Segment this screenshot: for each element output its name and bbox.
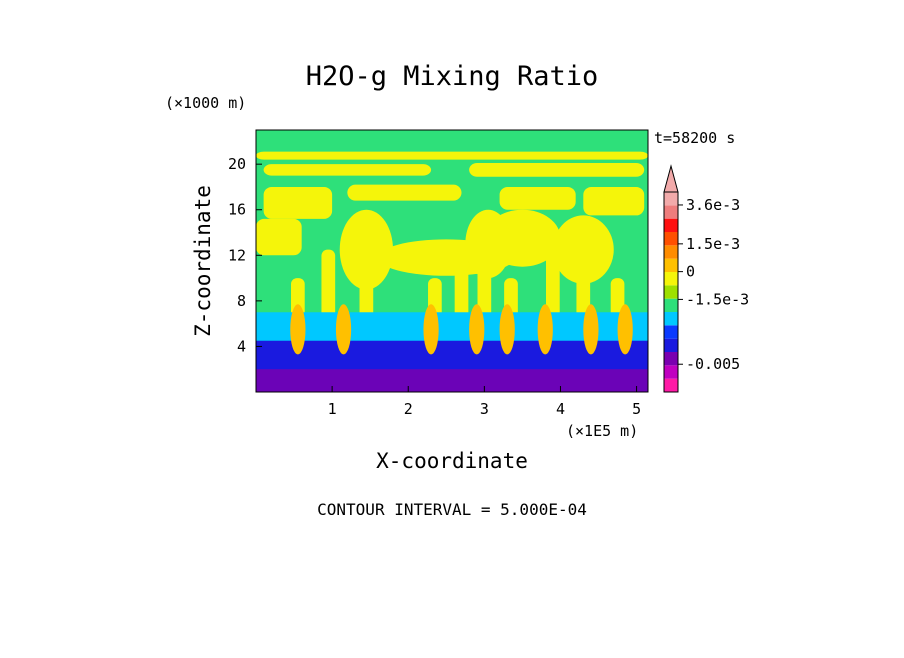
y-tick-label: 16 (228, 201, 246, 219)
colorbar-segment (664, 312, 678, 326)
x-tick-label: 1 (328, 400, 337, 418)
x-tick-label: 5 (632, 400, 641, 418)
colorbar-segment (664, 378, 678, 392)
plume-column (454, 249, 469, 330)
colorbar-segment (664, 352, 678, 366)
plot-area (256, 130, 648, 392)
plume-core (583, 304, 599, 355)
plume-column (576, 221, 591, 330)
plume-core (499, 304, 515, 355)
x-tick-label: 4 (556, 400, 565, 418)
y-axis-label: Z-coordinate (191, 185, 215, 337)
colorbar-frame (663, 191, 679, 393)
x-tick-label: 3 (480, 400, 489, 418)
contour-interval-text: CONTOUR INTERVAL = 5.000E-04 (317, 500, 587, 519)
y-unit-label: (×1000 m) (165, 94, 246, 112)
colorbar-segment (664, 205, 678, 219)
plume-core (423, 304, 439, 355)
chart-title: H2O-g Mixing Ratio (306, 61, 599, 92)
colorbar-segment (664, 272, 678, 286)
plume-column (359, 221, 374, 330)
colorbar-label: 3.6e-3 (686, 196, 740, 214)
y-tick-label: 12 (228, 246, 246, 264)
x-axis-label: X-coordinate (376, 449, 528, 473)
y-tick-label: 4 (237, 337, 246, 355)
x-axis: 1 2 3 4 5 (328, 386, 641, 418)
plume-core (469, 304, 485, 355)
upper-moist-patch (256, 151, 648, 160)
colorbar-arrow (663, 164, 679, 193)
colorbar: 3.6e-3 1.5e-3 0 -1.5e-3 -0.005 (663, 164, 749, 393)
plume-core (537, 304, 553, 355)
colorbar-segment (664, 325, 678, 339)
upper-moist-patch (347, 184, 462, 201)
colorbar-segment (664, 258, 678, 272)
y-tick-label: 20 (228, 155, 246, 173)
colorbar-label: -0.005 (686, 355, 740, 373)
x-tick-label: 2 (404, 400, 413, 418)
colorbar-label: -1.5e-3 (686, 290, 749, 308)
upper-moist-patch (469, 163, 645, 177)
plot-frame (255, 129, 649, 393)
colorbar-segment (664, 365, 678, 379)
colorbar-label: 1.5e-3 (686, 235, 740, 253)
colorbar-segment (664, 338, 678, 352)
upper-moist-patch (583, 186, 645, 216)
plume-column (321, 249, 336, 330)
plume-core (617, 304, 633, 355)
upper-moist-patch (263, 164, 432, 176)
colorbar-segment (664, 218, 678, 232)
colorbar-segment (664, 298, 678, 312)
time-label: t=58200 s (654, 129, 735, 147)
colorbar-segment (664, 285, 678, 299)
upper-moist-patch (263, 186, 333, 219)
plume-core (335, 304, 352, 355)
colorbar-segment (664, 245, 678, 259)
plume-column (477, 221, 492, 330)
band-near-surface (256, 369, 648, 392)
y-axis: 4 8 12 16 20 (228, 155, 262, 355)
y-tick-label: 8 (237, 292, 246, 310)
x-unit-label: (×1E5 m) (566, 422, 638, 440)
colorbar-label: 0 (686, 263, 695, 281)
upper-moist-patch (499, 186, 576, 210)
colorbar-segment (664, 232, 678, 246)
colorbar-segment (664, 192, 678, 206)
plume-core (290, 304, 306, 355)
upper-moist-patch (256, 218, 302, 256)
